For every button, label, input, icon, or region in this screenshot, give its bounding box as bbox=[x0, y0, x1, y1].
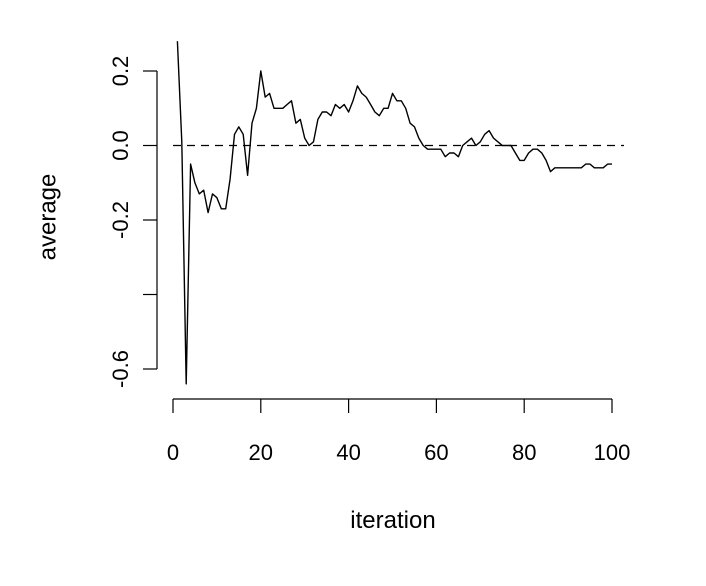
x-tick-label: 0 bbox=[167, 440, 179, 465]
x-tick-label: 20 bbox=[249, 440, 273, 465]
y-tick-label: 0.0 bbox=[108, 130, 133, 161]
series-line bbox=[176, 41, 612, 385]
x-tick-label: 40 bbox=[336, 440, 360, 465]
y-tick-label: -0.6 bbox=[108, 350, 133, 388]
x-axis-title: iteration bbox=[350, 507, 435, 534]
y-tick-label: 0.2 bbox=[108, 56, 133, 87]
x-tick-label: 60 bbox=[424, 440, 448, 465]
x-tick-label: 80 bbox=[512, 440, 536, 465]
y-axis: -0.6 -0.2 0.0 0.2 bbox=[108, 56, 158, 388]
data-points bbox=[177, 41, 612, 384]
x-tick-label: 100 bbox=[594, 440, 631, 465]
x-axis: 0 20 40 60 80 100 bbox=[167, 398, 631, 465]
y-tick-label: -0.2 bbox=[108, 201, 133, 239]
y-axis-title: average bbox=[34, 174, 61, 261]
